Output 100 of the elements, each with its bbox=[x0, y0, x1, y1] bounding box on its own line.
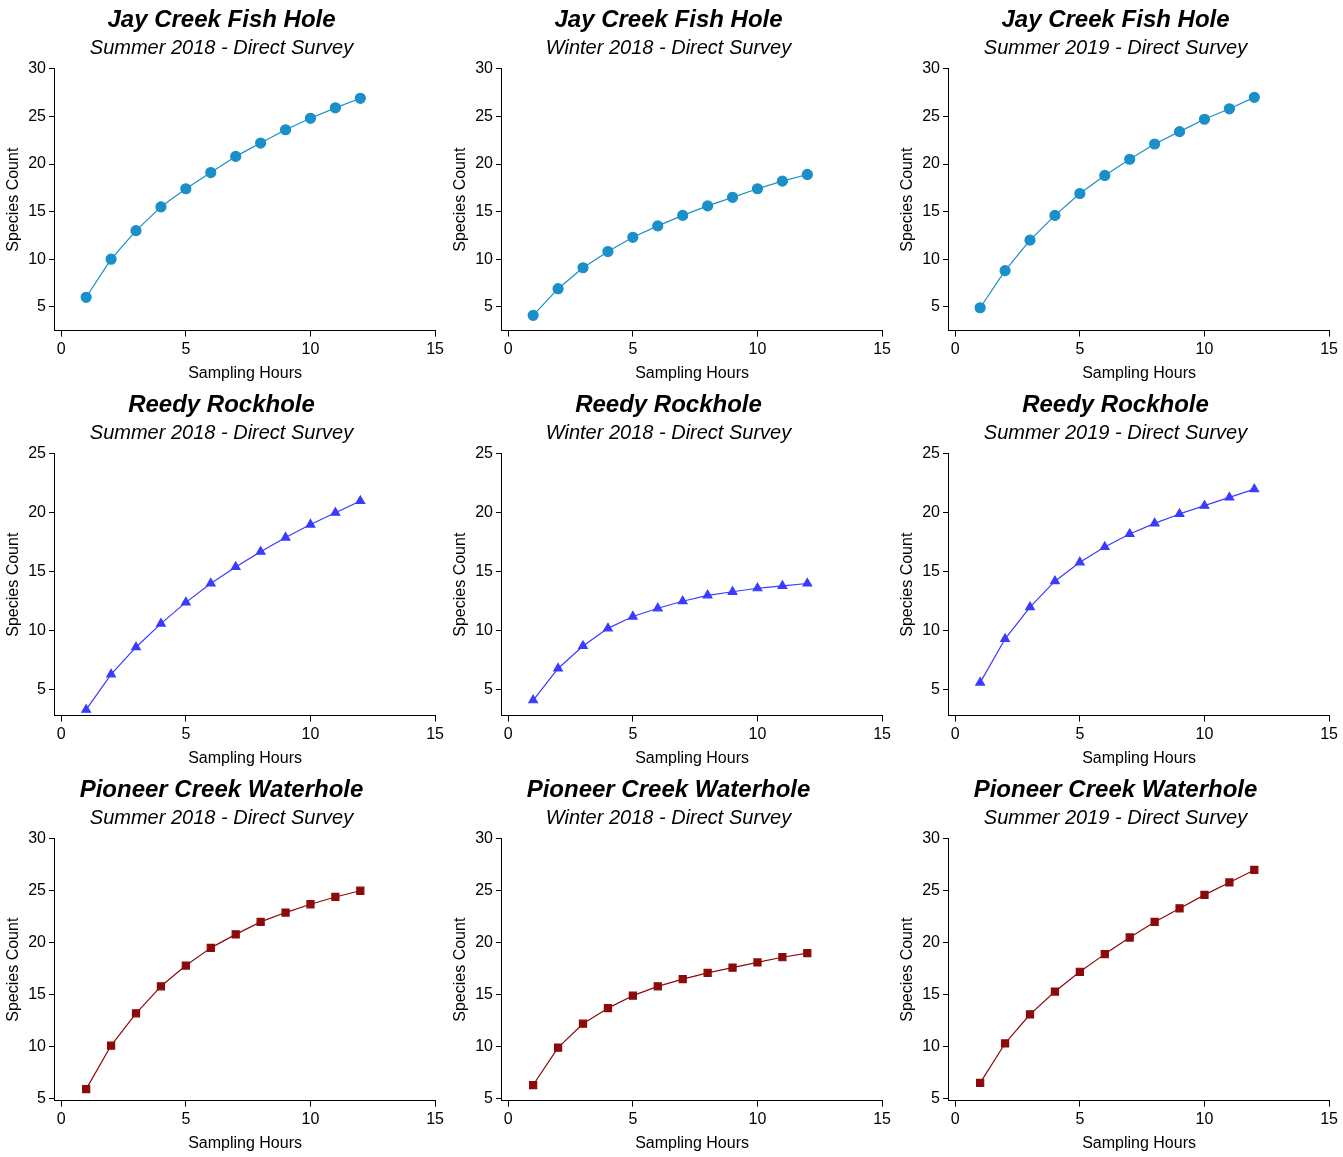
point bbox=[602, 245, 614, 258]
x-tick-label: 5 bbox=[181, 724, 191, 742]
point bbox=[306, 900, 315, 909]
x-tick-label: 10 bbox=[748, 724, 767, 742]
y-tick-label: 15 bbox=[475, 985, 494, 1003]
point bbox=[304, 112, 317, 124]
x-tick-label: 0 bbox=[503, 339, 513, 357]
y-tick-label: 30 bbox=[475, 829, 494, 847]
point bbox=[105, 253, 117, 265]
point bbox=[1149, 517, 1160, 527]
chart-title: Pioneer Creek Waterhole bbox=[973, 775, 1258, 803]
x-tick-label: 15 bbox=[426, 339, 445, 357]
point bbox=[230, 561, 241, 571]
chart-subtitle: Summer 2018 - Direct Survey bbox=[89, 36, 355, 59]
point bbox=[776, 175, 788, 187]
x-tick-label: 15 bbox=[1320, 724, 1339, 742]
x-axis-title: Sampling Hours bbox=[1082, 1133, 1196, 1151]
point bbox=[677, 595, 688, 605]
y-tick-label: 30 bbox=[922, 59, 941, 77]
y-tick-label: 20 bbox=[28, 154, 47, 172]
point bbox=[975, 676, 986, 686]
y-tick-label: 30 bbox=[475, 59, 494, 77]
y-tick-label: 25 bbox=[922, 106, 941, 124]
x-tick-label: 10 bbox=[1195, 339, 1214, 357]
point bbox=[1224, 491, 1235, 501]
chart-subtitle: Winter 2018 - Direct Survey bbox=[545, 806, 793, 829]
point bbox=[702, 200, 714, 212]
point bbox=[553, 662, 564, 672]
point bbox=[1225, 878, 1234, 887]
point bbox=[627, 231, 639, 243]
x-tick-label: 5 bbox=[628, 339, 638, 357]
point bbox=[1250, 865, 1259, 875]
x-tick-label: 5 bbox=[1075, 339, 1085, 357]
y-tick-label: 10 bbox=[475, 621, 494, 639]
y-axis-title: Species Count bbox=[451, 147, 469, 252]
x-tick-label: 0 bbox=[503, 1109, 513, 1127]
y-tick-label: 5 bbox=[931, 1088, 941, 1106]
point bbox=[305, 518, 316, 528]
point bbox=[329, 102, 341, 114]
point bbox=[330, 507, 341, 516]
point bbox=[231, 930, 240, 939]
point bbox=[677, 209, 689, 222]
x-tick-label: 10 bbox=[748, 339, 767, 357]
point bbox=[702, 589, 713, 599]
chart-subtitle: Summer 2019 - Direct Survey bbox=[983, 36, 1249, 59]
point bbox=[801, 168, 813, 181]
point bbox=[1248, 91, 1260, 103]
point bbox=[279, 124, 292, 136]
point bbox=[1075, 967, 1084, 976]
y-tick-label: 25 bbox=[28, 106, 47, 124]
y-tick-label: 25 bbox=[475, 106, 494, 124]
x-tick-label: 5 bbox=[628, 724, 638, 742]
x-tick-label: 0 bbox=[56, 339, 66, 357]
point bbox=[255, 137, 267, 149]
y-tick-label: 20 bbox=[475, 154, 494, 172]
x-tick-label: 0 bbox=[950, 339, 960, 357]
chart-subtitle: Summer 2019 - Direct Survey bbox=[983, 806, 1249, 829]
point bbox=[627, 610, 638, 620]
point bbox=[1173, 126, 1186, 138]
point bbox=[1000, 633, 1011, 643]
y-tick-label: 20 bbox=[28, 503, 47, 521]
point bbox=[653, 982, 662, 991]
x-tick-label: 0 bbox=[950, 724, 960, 742]
point bbox=[552, 283, 564, 295]
y-tick-label: 15 bbox=[28, 562, 47, 580]
point bbox=[528, 694, 539, 704]
y-tick-label: 25 bbox=[922, 444, 941, 462]
point bbox=[130, 225, 142, 237]
point bbox=[652, 220, 664, 232]
y-tick-label: 10 bbox=[28, 1036, 47, 1054]
point bbox=[1024, 234, 1036, 246]
x-tick-label: 10 bbox=[1195, 1109, 1214, 1127]
y-tick-label: 15 bbox=[28, 985, 47, 1003]
point bbox=[1050, 987, 1060, 996]
x-tick-label: 10 bbox=[1195, 724, 1214, 742]
x-axis-title: Sampling Hours bbox=[1082, 748, 1196, 766]
point bbox=[703, 968, 712, 977]
chart-subtitle: Summer 2019 - Direct Survey bbox=[983, 421, 1249, 444]
point bbox=[205, 166, 217, 179]
x-tick-label: 5 bbox=[1075, 1109, 1085, 1127]
point bbox=[1150, 917, 1159, 927]
x-tick-label: 5 bbox=[181, 1109, 191, 1127]
point bbox=[256, 917, 265, 927]
x-axis-title: Sampling Hours bbox=[188, 363, 302, 381]
point bbox=[1200, 890, 1209, 900]
point bbox=[1099, 541, 1110, 551]
point bbox=[1124, 153, 1136, 165]
point bbox=[652, 602, 663, 612]
y-tick-label: 5 bbox=[484, 680, 494, 698]
x-tick-label: 5 bbox=[628, 1109, 638, 1127]
point bbox=[727, 586, 738, 595]
chart-title: Pioneer Creek Waterhole bbox=[79, 775, 364, 803]
point bbox=[356, 886, 365, 895]
y-tick-label: 10 bbox=[922, 621, 941, 639]
point bbox=[81, 704, 92, 713]
point bbox=[1175, 904, 1184, 913]
point bbox=[1049, 209, 1061, 222]
point bbox=[976, 1078, 985, 1088]
point bbox=[529, 1080, 538, 1090]
point bbox=[180, 596, 191, 606]
